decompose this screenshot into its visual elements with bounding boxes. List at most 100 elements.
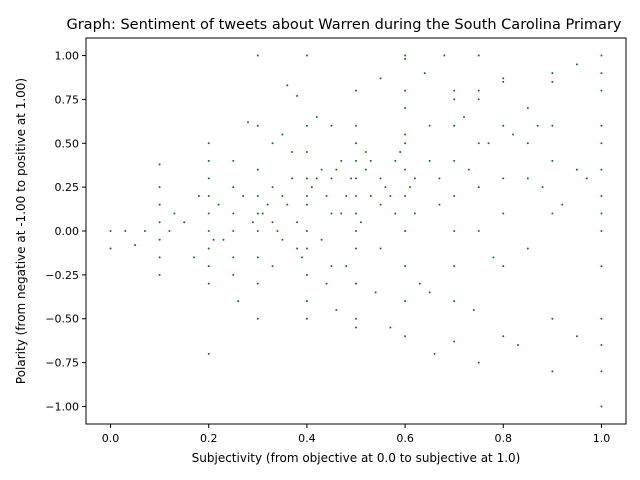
x-tick-label: 0.4 [298,432,316,445]
data-point [600,212,603,215]
data-point [207,212,210,215]
data-point [433,352,436,355]
data-point [355,177,357,180]
data-point [271,221,274,224]
data-point [575,335,578,338]
data-point [222,238,225,241]
data-point [305,54,308,57]
data-point [477,98,480,101]
data-point [463,115,465,118]
data-point [453,98,456,101]
data-point [502,177,505,180]
data-point [453,124,456,127]
data-point [404,133,407,136]
data-point [256,282,259,285]
data-point [330,177,333,180]
data-point [305,203,308,206]
data-point [423,72,426,75]
data-point [379,247,382,250]
y-axis-label: Polarity (from negative at -1.00 to posi… [14,78,28,384]
data-point [355,124,357,127]
data-point [355,247,357,250]
data-point [389,194,392,197]
data-point [232,230,235,232]
data-point [541,186,544,189]
data-point [379,77,382,80]
data-point [600,370,603,373]
data-point [305,247,308,250]
data-point [517,344,519,347]
data-point [345,265,348,268]
data-point [551,317,554,320]
data-point [355,212,357,215]
data-point [232,273,235,276]
data-point [551,159,554,162]
x-tick-label: 0.2 [200,432,218,445]
y-tick-label: 0.25 [55,181,80,194]
data-point [418,282,421,285]
x-tick-label: 0.8 [495,432,513,445]
data-point [413,212,416,215]
y-tick-label: 0.50 [55,137,80,150]
data-point [158,221,161,224]
data-point [526,142,529,145]
data-point [477,142,480,145]
y-tick-label: −0.50 [45,313,79,326]
data-point [281,133,284,136]
data-point [453,159,456,162]
data-point [251,221,254,224]
points-layer [109,54,603,408]
data-point [443,54,446,57]
data-point [600,265,603,268]
data-point [487,142,490,145]
data-point [305,273,308,276]
data-point [335,168,338,171]
data-point [600,230,603,232]
y-tick-label: −0.75 [45,357,79,370]
data-point [305,194,308,197]
data-point [320,168,323,171]
data-point [453,340,456,343]
data-point [207,265,210,268]
data-point [575,168,578,171]
data-point [281,238,284,241]
data-point [428,159,431,162]
y-tick-label: −1.00 [45,400,79,413]
data-point [551,72,554,75]
data-point [502,335,505,338]
data-point [364,151,367,154]
data-point [296,221,299,224]
x-tick-label: 0.6 [396,432,414,445]
data-point [355,230,357,232]
data-point [212,238,215,241]
data-point [134,244,137,247]
data-point [477,230,480,232]
data-point [600,124,603,127]
data-point [232,212,235,215]
data-point [600,142,603,145]
data-point [305,300,308,303]
data-point [477,361,480,364]
data-point [276,230,279,232]
data-point [536,124,539,127]
data-point [261,212,264,215]
data-point [379,203,382,206]
data-point [340,159,343,162]
data-point [207,159,210,162]
data-point [404,168,407,171]
data-point [335,308,338,311]
data-point [291,177,294,180]
data-point [350,177,353,180]
data-point [242,194,245,197]
data-point [404,335,407,338]
data-point [207,247,210,250]
data-point [158,163,161,166]
data-point [158,256,161,259]
data-point [369,194,372,197]
data-point [143,230,146,232]
data-point [404,58,407,61]
data-point [183,221,186,224]
data-point [301,256,303,259]
data-point [561,203,564,206]
data-point [502,124,505,127]
